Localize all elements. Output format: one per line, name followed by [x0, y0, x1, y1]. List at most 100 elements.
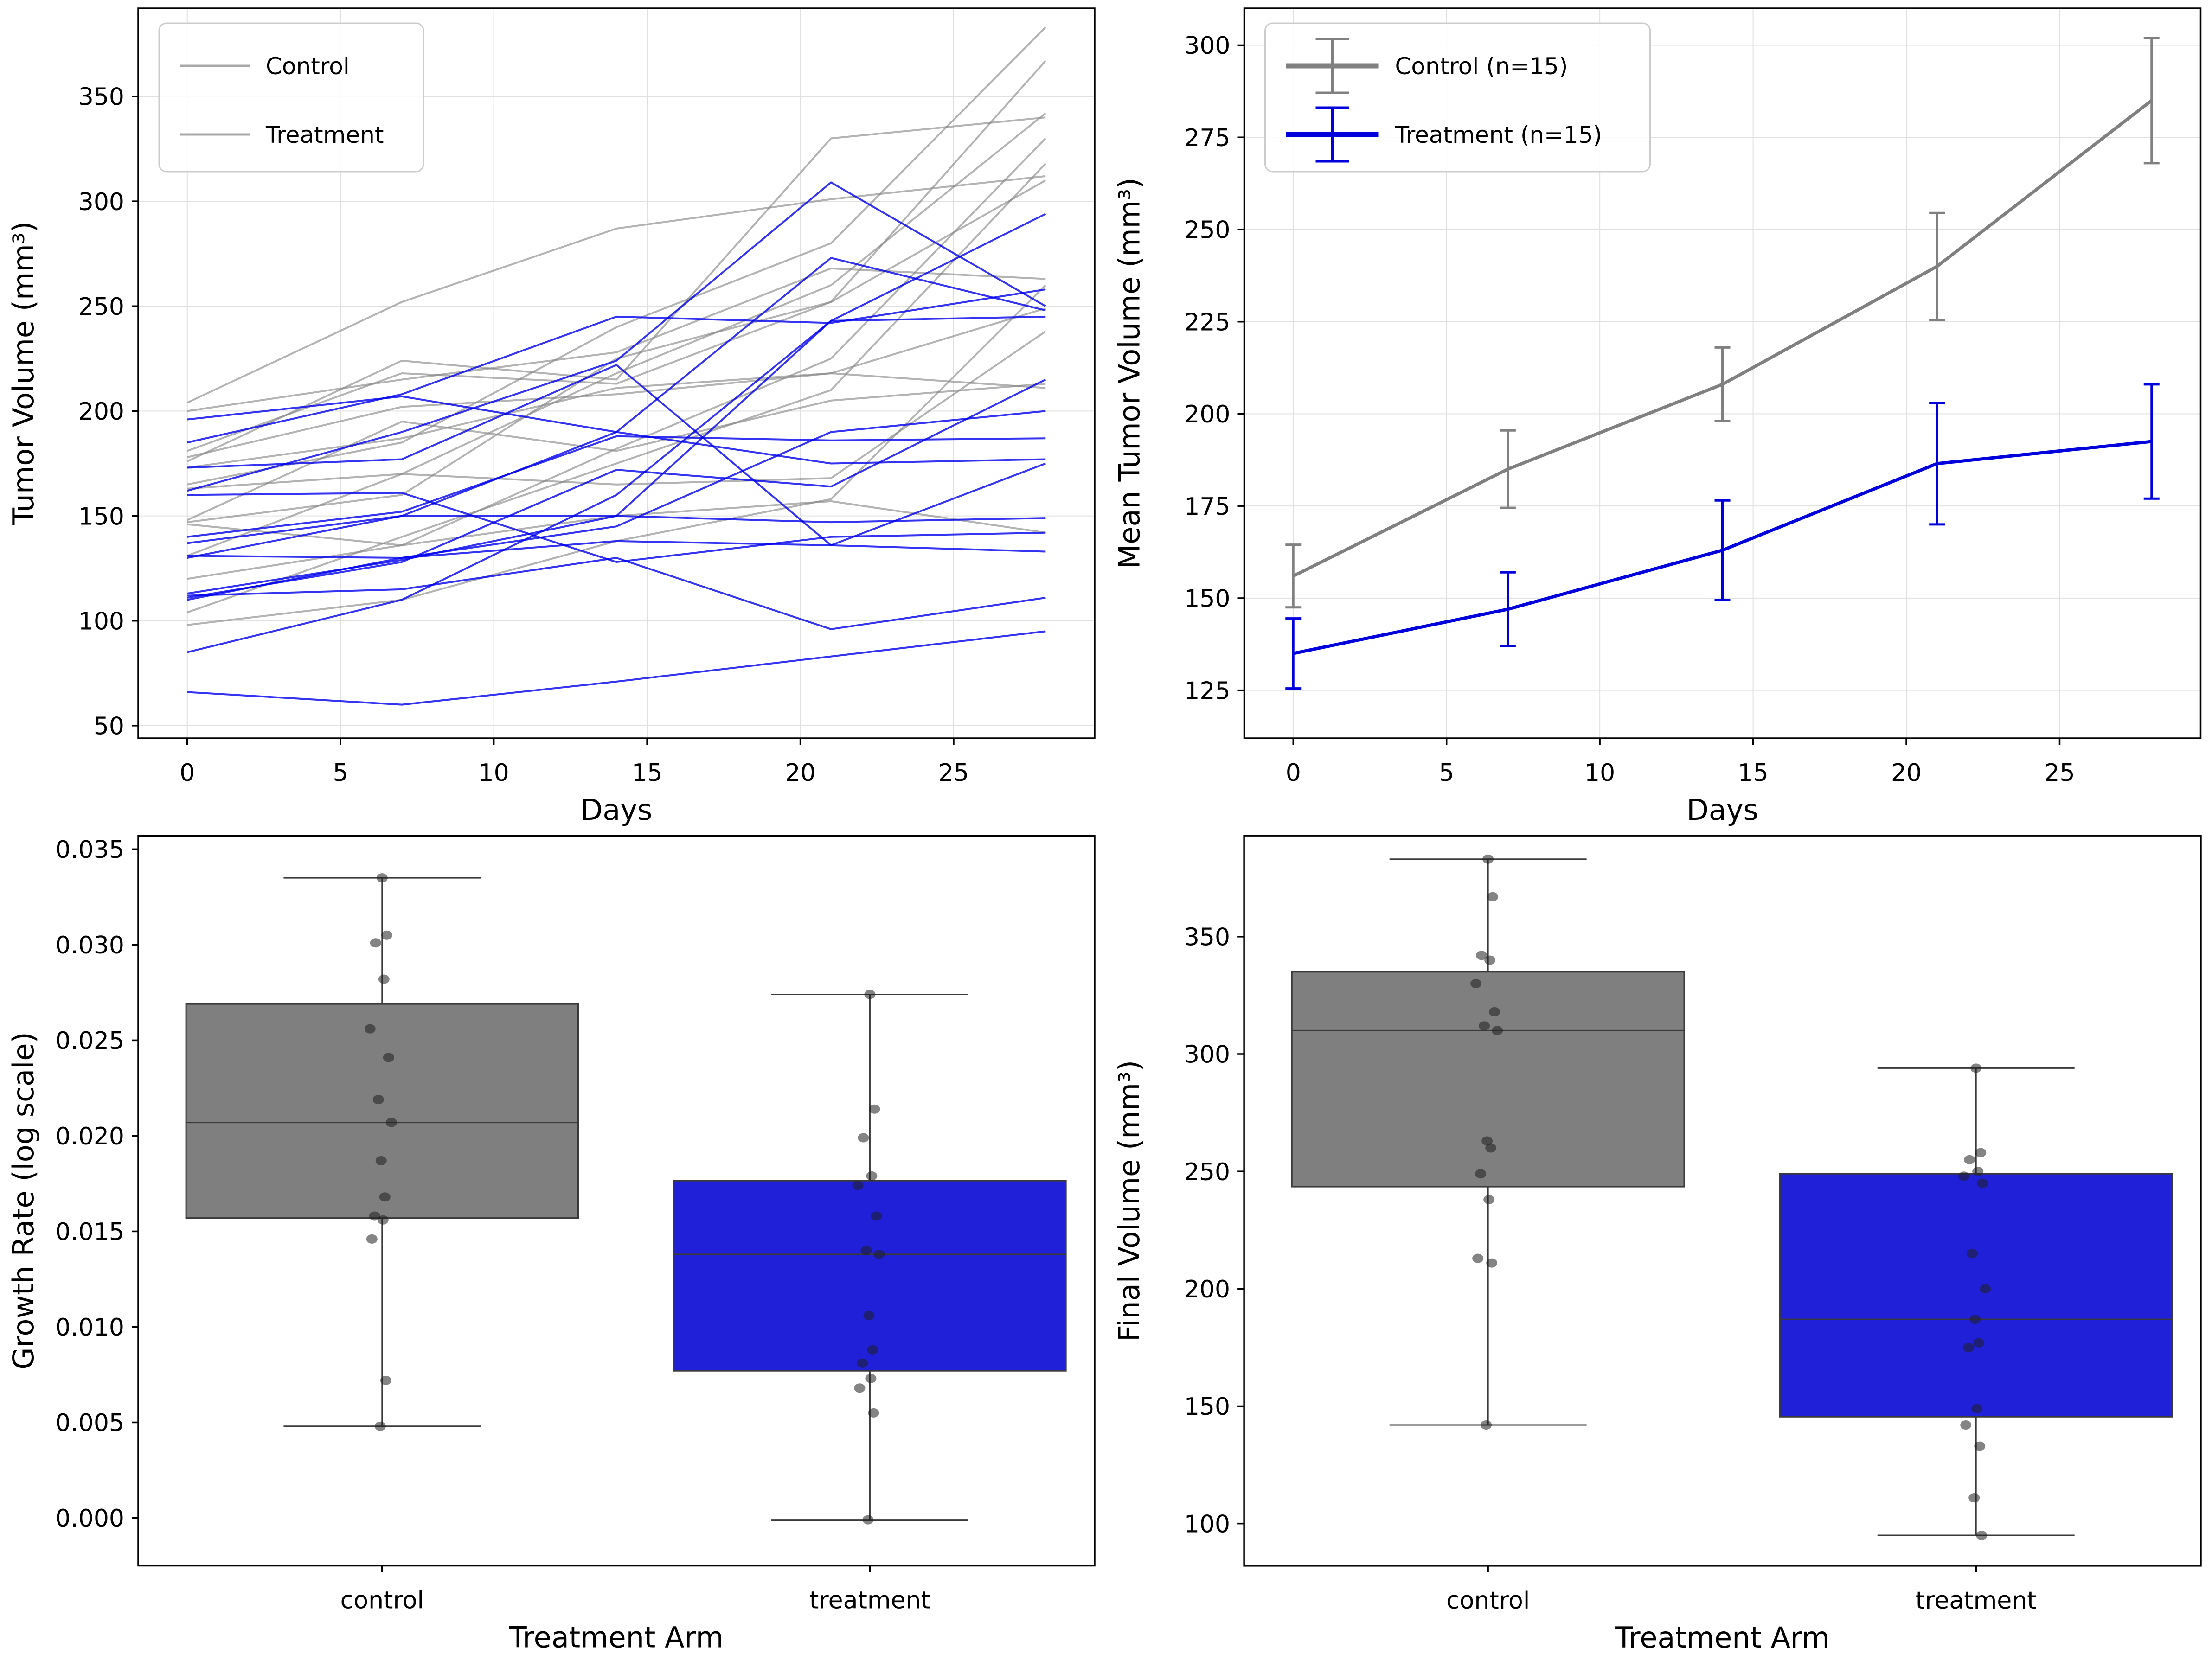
- x-axis-label: Treatment Arm: [509, 1621, 724, 1655]
- series-treatment-29: [187, 288, 1046, 444]
- y-tick-label: 250: [1184, 217, 1230, 244]
- plot-frame: [1243, 835, 2202, 1567]
- y-tick-label: 50: [94, 713, 124, 741]
- x-tick-label: 5: [1439, 759, 1454, 787]
- y-tick-label: 300: [1184, 32, 1230, 60]
- errorbar-series-1: [1285, 383, 2160, 690]
- axes: 50 100 150 200 250 300 350 0 5 10 15 20 25 Days Tumor …: [0, 0, 1106, 827]
- mean-volume-chart-svg: 125 150 175 200 225 250 275 300 0 5 10 15 20 25 Days Me…: [1106, 0, 2212, 827]
- series-control-1: [187, 26, 1046, 486]
- legend-label: Treatment (n=15): [1395, 121, 1603, 148]
- x-tick-label: 25: [938, 759, 969, 787]
- series-control-7: [187, 179, 1046, 452]
- y-axis-label: Mean Tumor Volume (mm³): [1113, 178, 1147, 569]
- x-axis-label: Treatment Arm: [1615, 1621, 1830, 1655]
- series-treatment-20: [187, 410, 1046, 601]
- plot-frame: [137, 835, 1096, 1567]
- y-tick-label: 275: [1184, 124, 1230, 152]
- legend: Control Treatment: [158, 22, 424, 173]
- series-control-8: [187, 267, 1046, 412]
- y-tick-label: 225: [1184, 308, 1230, 336]
- y-axis-label: Tumor Volume (mm³): [6, 221, 40, 526]
- y-tick-label: 300: [78, 188, 124, 216]
- series-treatment-15: [187, 181, 1046, 492]
- axes: 125 150 175 200 225 250 275 300 0 5 10 15 20 25 Days Me…: [1106, 0, 2212, 827]
- box-group-control: control: [1291, 854, 1685, 1615]
- y-tick-label: 0.020: [55, 1123, 124, 1150]
- errorbar-series-0: [1285, 37, 2160, 609]
- y-tick-label: 0.035: [55, 836, 124, 864]
- series-treatment-28: [187, 630, 1046, 706]
- box-control: [185, 1003, 579, 1219]
- series-control-6: [187, 163, 1046, 613]
- y-tick-label: 200: [1184, 401, 1230, 428]
- x-tick-label: treatment: [809, 1587, 930, 1615]
- series-treatment-23: [187, 364, 1046, 546]
- series-control-10: [187, 307, 1046, 469]
- x-tick-label: 20: [1891, 759, 1922, 787]
- y-tick-label: 300: [1184, 1041, 1230, 1069]
- x-tick-label: control: [1446, 1587, 1530, 1615]
- series-control-2: [187, 60, 1046, 524]
- y-tick-label: 0.005: [55, 1409, 124, 1437]
- tick-marks: 100 150 200 250 300 350: [1184, 924, 1244, 1538]
- y-axis-label: Growth Rate (log scale): [6, 1032, 40, 1369]
- x-tick-label: 0: [180, 759, 195, 787]
- jitter-points-treatment: [1958, 1063, 1991, 1540]
- series-control-0: [186, 175, 1046, 404]
- jitter-points-control: [364, 873, 397, 1431]
- y-tick-label: 250: [78, 293, 124, 321]
- series-treatment-21: [187, 435, 1046, 538]
- box-treatment: [673, 1180, 1067, 1372]
- growth-rate-box-svg: control treatment 0.000 0.005 0.010 0.015 0.02…: [0, 827, 1106, 1655]
- final-volume-boxplot: control treatment 100 150 200 250 300 350 Treatm…: [1106, 827, 2212, 1655]
- x-axis-label: Days: [1686, 793, 1758, 827]
- legend-label: Control (n=15): [1395, 53, 1568, 80]
- x-tick-label: treatment: [1916, 1587, 2037, 1615]
- y-tick-label: 350: [1184, 924, 1230, 952]
- y-tick-label: 125: [1184, 677, 1230, 705]
- series-control-11: [187, 330, 1046, 490]
- x-tick-label: 15: [632, 759, 662, 787]
- box-control: [1291, 971, 1685, 1188]
- y-tick-label: 0.010: [55, 1314, 124, 1342]
- box-group-treatment: treatment: [1779, 1063, 2173, 1615]
- series-treatment-27: [187, 557, 1046, 630]
- x-tick-label: 15: [1738, 759, 1769, 787]
- y-axis-label: Final Volume (mm³): [1112, 1060, 1146, 1342]
- box-group-control: control: [185, 873, 579, 1615]
- x-tick-label: 0: [1286, 759, 1301, 787]
- x-tick-label: 5: [333, 759, 348, 787]
- series-control-3: [187, 112, 1046, 557]
- y-tick-label: 0.025: [55, 1027, 124, 1055]
- y-tick-label: 150: [1184, 585, 1230, 613]
- axes: control treatment 0.000 0.005 0.010 0.015 0.02…: [0, 827, 1106, 1655]
- y-tick-label: 200: [78, 398, 124, 426]
- series-treatment-22: [187, 395, 1046, 465]
- y-tick-label: 0.015: [55, 1218, 124, 1246]
- tick-marks: 0.000 0.005 0.010 0.015 0.020 0.025 0.030 0.035: [55, 836, 138, 1533]
- x-tick-label: 25: [2044, 759, 2075, 787]
- series-treatment-24: [187, 515, 1046, 544]
- gridlines: [1244, 8, 2201, 738]
- jitter-points-control: [1470, 854, 1503, 1430]
- growth-rate-boxplot: control treatment 0.000 0.005 0.010 0.015 0.02…: [0, 827, 1106, 1655]
- x-axis-label: Days: [581, 793, 653, 827]
- series-treatment-26: [187, 540, 1046, 559]
- y-tick-label: 100: [1184, 1510, 1230, 1538]
- plot-frame: [137, 7, 1096, 739]
- y-tick-label: 250: [1184, 1158, 1230, 1186]
- y-tick-label: 350: [78, 83, 124, 111]
- trajectory-lines: [186, 26, 1046, 706]
- y-tick-label: 150: [1184, 1393, 1230, 1421]
- legend-label: Control: [266, 53, 350, 80]
- axes: control treatment 100 150 200 250 300 350 Treatm…: [1106, 827, 2212, 1655]
- y-tick-label: 100: [78, 607, 124, 635]
- y-tick-label: 175: [1184, 493, 1230, 521]
- tick-marks: 125 150 175 200 225 250 275 300 0 5 10 15 20 25: [1184, 32, 2075, 787]
- legend-label: Treatment: [265, 121, 384, 148]
- x-tick-label: control: [340, 1587, 424, 1615]
- y-tick-label: 0.000: [55, 1505, 124, 1533]
- x-tick-label: 20: [785, 759, 815, 787]
